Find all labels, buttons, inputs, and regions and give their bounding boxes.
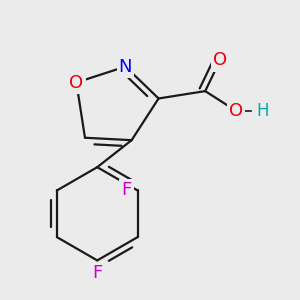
Text: N: N (119, 58, 132, 76)
Text: F: F (121, 182, 131, 200)
Text: O: O (69, 74, 83, 92)
Text: F: F (92, 264, 102, 282)
Text: H: H (257, 102, 269, 120)
Text: O: O (213, 51, 227, 69)
Text: O: O (229, 102, 243, 120)
